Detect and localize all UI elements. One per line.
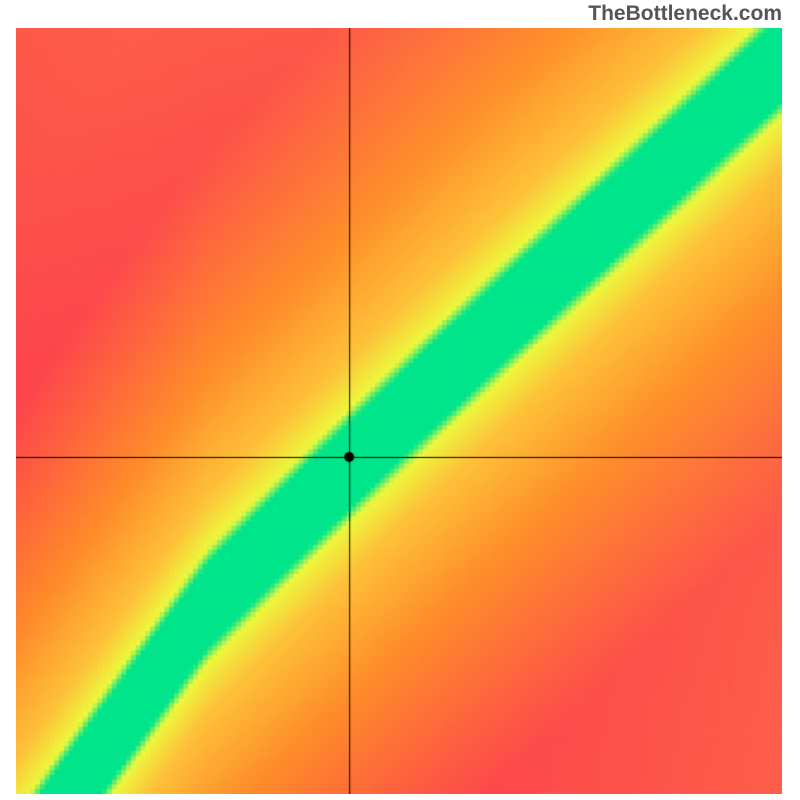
watermark-text: TheBottleneck.com [588, 2, 782, 26]
bottleneck-heatmap [16, 28, 782, 794]
